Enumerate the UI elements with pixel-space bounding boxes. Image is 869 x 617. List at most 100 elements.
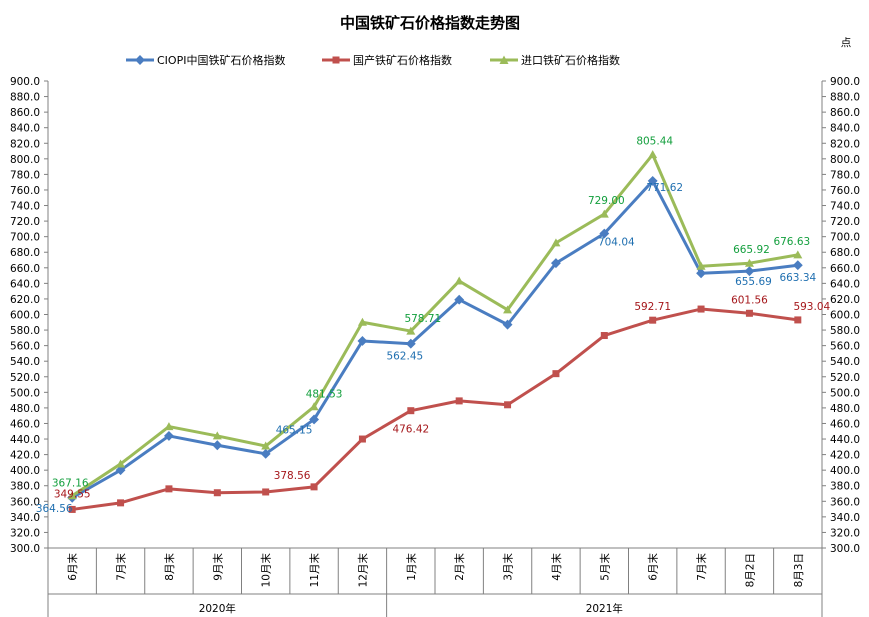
data-label: 663.34 (779, 272, 816, 284)
x-tick-label: 9月末 (211, 553, 224, 581)
series-line (71, 153, 799, 497)
data-label: 465.15 (276, 424, 313, 436)
data-label: 367.16 (52, 478, 89, 490)
data-point (648, 150, 658, 159)
y-tick-label-left: 800.0 (10, 154, 40, 166)
year-group-label: 2021年 (586, 602, 623, 615)
data-point (502, 319, 513, 330)
axes: 300.0 300.0 320.0 320.0 340.0 340.0 360.0 360.0… (10, 76, 860, 617)
data-point (600, 332, 608, 340)
y-tick-label-right: 580.0 (830, 325, 860, 337)
y-tick-label-right: 480.0 (830, 403, 860, 415)
data-label: 704.04 (598, 237, 635, 249)
y-tick-label-right: 640.0 (830, 278, 860, 290)
y-tick-label-left: 460.0 (10, 418, 40, 430)
data-point (599, 209, 609, 218)
data-point (792, 260, 803, 271)
data-point (696, 261, 706, 270)
data-label: 729.00 (588, 195, 625, 207)
data-point (68, 505, 76, 513)
data-point (504, 401, 512, 409)
y-tick-label-left: 820.0 (10, 138, 40, 150)
chart-title: 中国铁矿石价格指数走势图 (340, 14, 520, 32)
data-label: 349.55 (54, 488, 91, 500)
data-point (503, 305, 513, 314)
data-label: 592.71 (634, 301, 671, 313)
data-point (163, 430, 174, 441)
y-tick-label-left: 840.0 (10, 123, 40, 135)
data-point (261, 441, 271, 450)
data-label: 378.56 (274, 470, 311, 482)
y-tick-label-left: 740.0 (10, 201, 40, 213)
y-tick-label-right: 880.0 (830, 92, 860, 104)
data-point (405, 338, 416, 349)
y-tick-label-left: 440.0 (10, 434, 40, 446)
legend-item-domestic: 国产铁矿石价格指数 (322, 53, 452, 67)
y-tick-label-left: 320.0 (10, 527, 40, 539)
y-tick-label-right: 820.0 (830, 138, 860, 150)
data-point (794, 316, 802, 324)
x-tick-label: 4月末 (550, 553, 563, 581)
y-tick-label-right: 660.0 (830, 263, 860, 275)
data-label: 655.69 (735, 276, 772, 288)
data-point (793, 250, 803, 259)
data-point (212, 431, 222, 440)
data-point (310, 483, 318, 491)
x-tick-label: 2月末 (453, 553, 466, 581)
y-tick-label-right: 760.0 (830, 185, 860, 197)
y-tick-label-left: 360.0 (10, 496, 40, 508)
year-group-label: 2020年 (199, 602, 236, 615)
y-tick-label-right: 680.0 (830, 247, 860, 259)
data-point (357, 317, 367, 326)
data-labels-layer: 364.56 465.15 562.45 704.04 771.62 655.69 663.… (36, 136, 831, 515)
y-tick-label-left: 660.0 (10, 263, 40, 275)
y-tick-label-left: 580.0 (10, 325, 40, 337)
series-layer (67, 150, 803, 513)
data-point (744, 266, 755, 277)
data-point (164, 422, 174, 431)
x-tick-label: 3月末 (502, 553, 515, 581)
y-tick-label-right: 340.0 (830, 512, 860, 524)
legend: CIOPI中国铁矿石价格指数 国产铁矿石价格指数 进口铁矿石价格指数 (126, 53, 620, 67)
y-tick-label-right: 460.0 (830, 418, 860, 430)
legend-label-domestic: 国产铁矿石价格指数 (353, 53, 452, 67)
data-point (262, 488, 270, 496)
y-tick-label-left: 680.0 (10, 247, 40, 259)
y-tick-label-left: 700.0 (10, 232, 40, 244)
legend-item-ciopi: CIOPI中国铁矿石价格指数 (126, 53, 285, 67)
y-tick-label-left: 400.0 (10, 465, 40, 477)
x-tick-label: 8月2日 (744, 553, 756, 587)
y-tick-label-right: 900.0 (830, 76, 860, 88)
data-point (649, 316, 657, 324)
legend-marker-import (499, 55, 509, 64)
data-point (260, 448, 271, 459)
data-label: 771.62 (646, 182, 683, 194)
y-tick-label-left: 380.0 (10, 481, 40, 493)
data-point (213, 489, 221, 497)
data-point (455, 397, 463, 405)
data-point (552, 370, 560, 378)
y-tick-label-right: 740.0 (830, 201, 860, 213)
data-label: 481.53 (306, 389, 343, 401)
data-point (165, 485, 173, 493)
data-point (212, 440, 223, 451)
data-point (454, 294, 465, 305)
x-tick-label: 7月末 (695, 553, 708, 581)
series-line (71, 179, 798, 500)
data-point (117, 499, 125, 507)
data-label: 562.45 (386, 351, 423, 363)
y-tick-label-right: 800.0 (830, 154, 860, 166)
data-point (358, 435, 366, 443)
data-label: 601.56 (731, 294, 768, 306)
y-tick-label-left: 640.0 (10, 278, 40, 290)
data-point (407, 407, 415, 415)
y-tick-label-left: 780.0 (10, 169, 40, 181)
data-label: 476.42 (392, 424, 429, 436)
data-point (697, 305, 705, 313)
data-point (551, 238, 561, 247)
y-tick-label-right: 600.0 (830, 310, 860, 322)
y-tick-label-right: 380.0 (830, 481, 860, 493)
y-tick-label-right: 840.0 (830, 123, 860, 135)
y-tick-label-left: 480.0 (10, 403, 40, 415)
